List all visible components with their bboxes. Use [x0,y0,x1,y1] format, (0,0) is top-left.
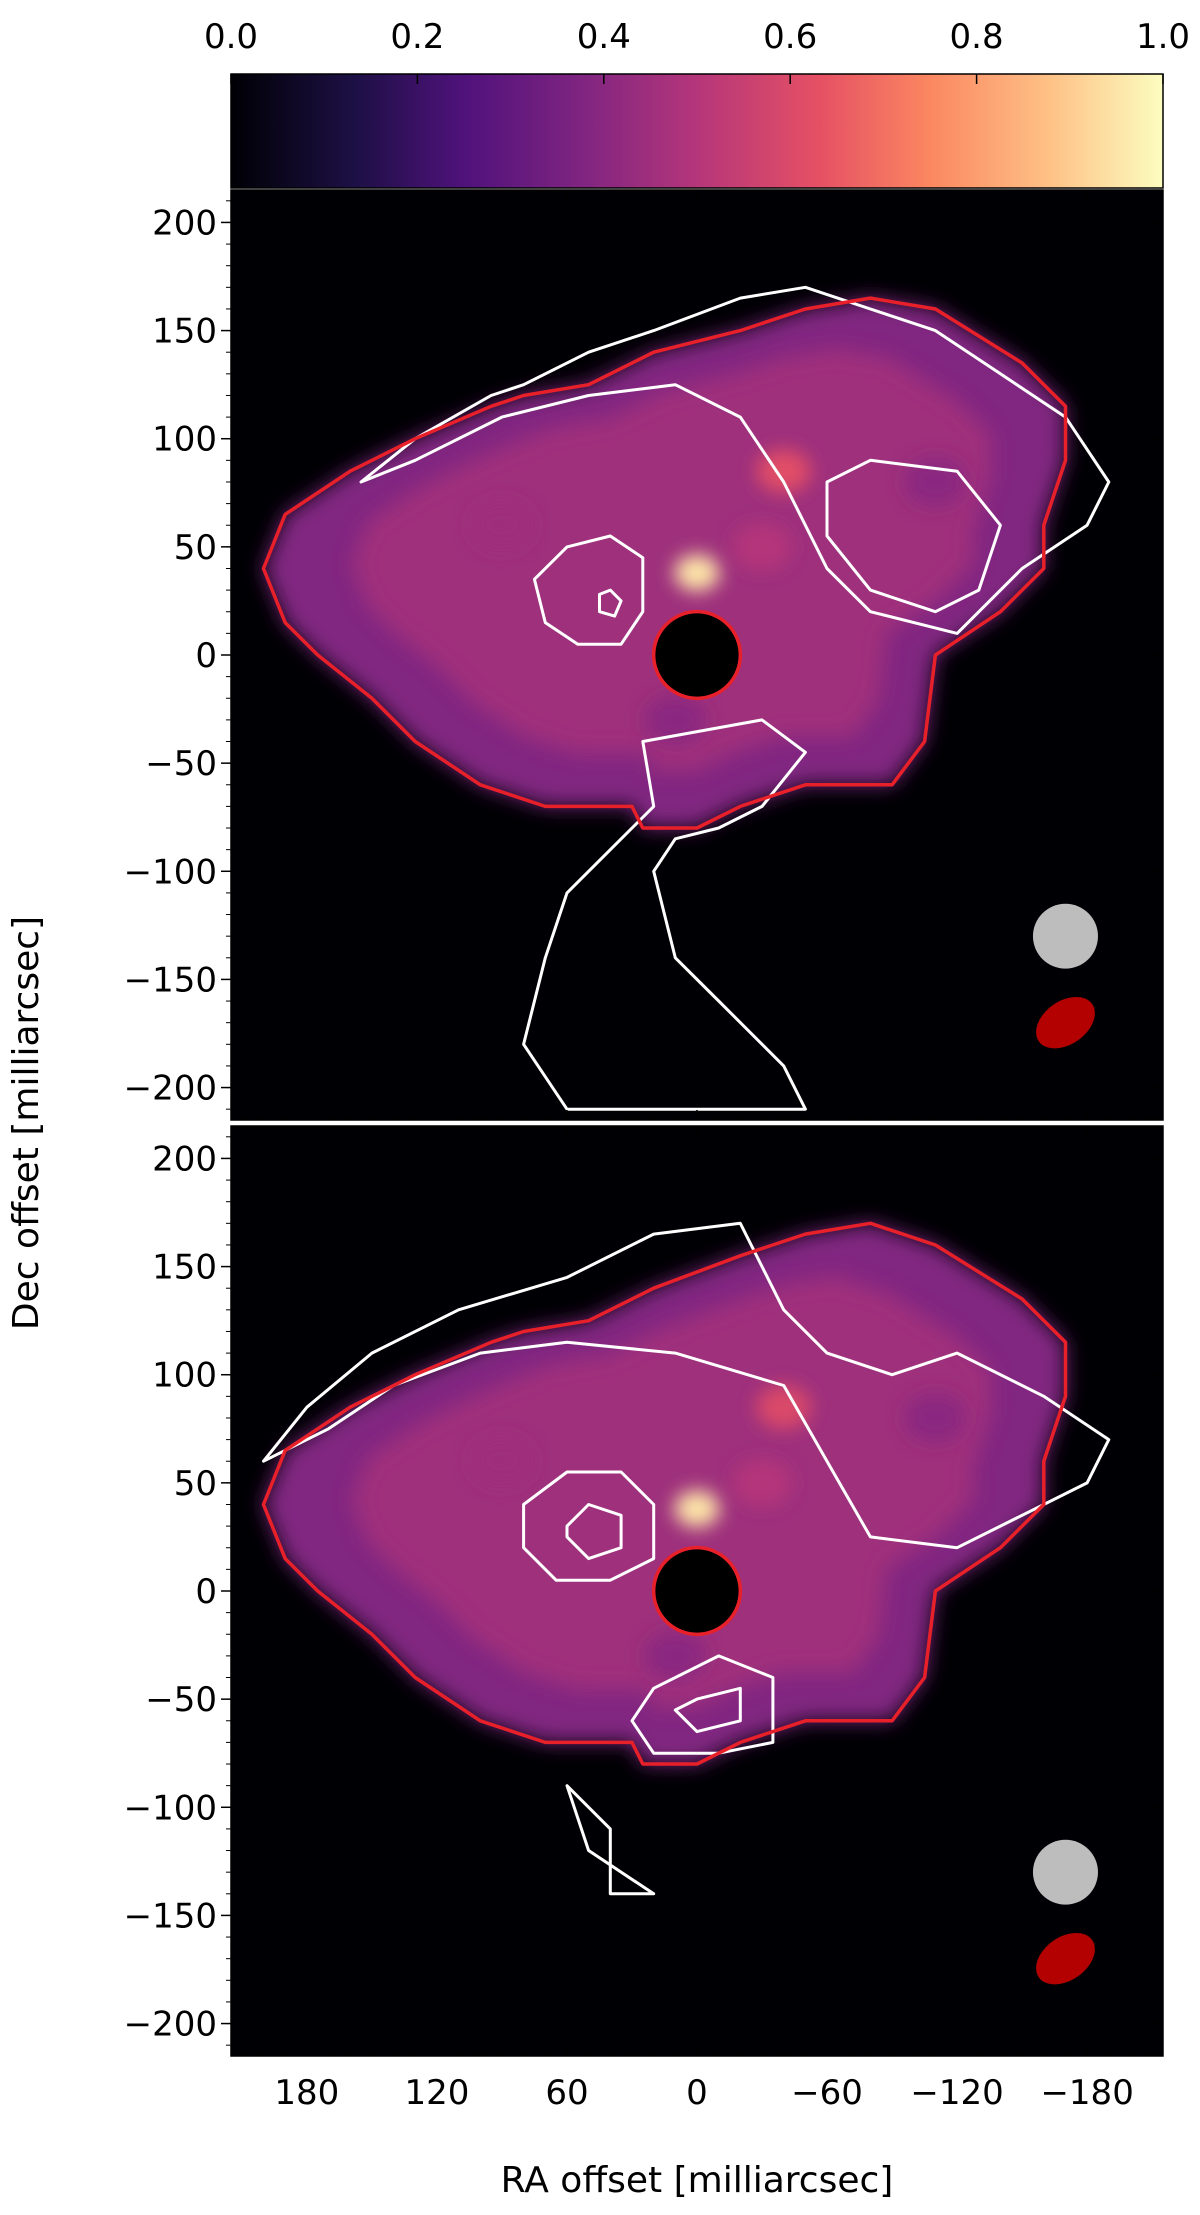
white-contour [825,458,1002,614]
x-tick-label: −60 [791,2073,863,2113]
emission-inner [350,347,992,772]
x-tick-label: 0 [686,2073,708,2113]
emission-map-top [263,298,1066,829]
red-outline-contour [261,296,1068,830]
star-mask-bottom [651,1545,743,1637]
white-contour [565,1503,623,1561]
beam-red [1036,996,1095,1049]
y-tick-label: −100 [124,852,217,892]
emission-peak [905,1393,966,1442]
outline-bottom [261,1221,1068,1766]
star-mask-top [651,609,743,701]
y-axis-title: Dec offset [milliarcsec] [6,916,47,1330]
emission-peak [674,1490,720,1528]
white-contour [262,1221,1111,1550]
y-tick-label: −100 [124,1788,217,1828]
x-tick-label: −120 [910,2073,1003,2113]
x-axis-title: RA offset [milliarcsec] [501,2160,894,2201]
beam-red [1036,1932,1095,1985]
white-contour [673,1686,742,1734]
y-tick-label: 200 [152,203,217,243]
ticks-bottom: 180 120 60 0 −60 −120 −180 200 150 100 50 0 −50 −100 −… [124,1126,1163,2113]
colorbar-tick-label: 0.2 [390,17,444,57]
emission-peak [756,1385,812,1430]
y-tick-label: 150 [152,312,217,352]
colorbar-tick-label: 0.6 [763,17,817,57]
y-tick-label: 0 [195,1572,217,1612]
emission-peak [472,501,532,549]
white-contour [565,1784,656,1896]
colorbar-tick-label: 0.0 [204,17,258,57]
contours-bottom [262,1221,1111,1896]
outline-top [261,296,1068,830]
y-tick-label: 200 [152,1139,217,1179]
central-mask [651,609,743,701]
colorbar-gradient [230,73,1164,189]
colorbar-tick-label: 0.4 [577,17,631,57]
emission-peak [733,523,792,570]
y-tick-label: −150 [124,1896,217,1936]
white-contour [598,588,623,618]
y-tick-label: 50 [174,528,217,568]
y-tick-label: 50 [174,1464,217,1504]
beams-bottom [1032,1839,1098,1985]
y-tick-label: −150 [124,960,217,1000]
colorbar-tick-label: 0.8 [950,17,1004,57]
red-outline-contour [261,1221,1068,1766]
x-tick-label: 60 [545,2073,588,2113]
y-tick-label: −200 [124,2005,217,2045]
emission-peak [472,1437,532,1485]
y-tick-label: 100 [152,1356,217,1396]
emission-peak [733,1459,792,1506]
emission-peak [644,1631,706,1680]
x-tick-label: 180 [274,2073,339,2113]
panel-bottom: 180 120 60 0 −60 −120 −180 200 150 100 50 0 −50 −100 −… [124,1125,1164,2113]
colorbar-ticks: 0.0 0.2 0.4 0.6 0.8 1.0 [204,17,1190,84]
y-tick-label: −200 [124,1069,217,1109]
y-tick-label: 100 [152,420,217,460]
panel-top: 200 150 100 50 0 −50 −100 −150 −200 [124,189,1164,1121]
colorbar-tick-label: 1.0 [1136,17,1190,57]
emission-peak [674,554,720,592]
y-tick-label: 0 [195,636,217,676]
y-tick-label: −50 [145,744,217,784]
white-contour [532,534,645,646]
white-contour [630,1654,775,1755]
y-tick-label: 150 [152,1248,217,1288]
colorbar: 0.0 0.2 0.4 0.6 0.8 1.0 [204,17,1190,189]
beam-grey [1032,1839,1098,1905]
y-tick-label: −50 [145,1680,217,1720]
white-contour [522,1470,656,1582]
ticks-top: 200 150 100 50 0 −50 −100 −150 −200 [124,190,1163,1120]
x-tick-label: 120 [404,2073,469,2113]
beams-top [1032,903,1098,1049]
beam-grey [1032,903,1098,969]
emission-inner [350,1275,992,1708]
x-tick-label: −180 [1040,2073,1133,2113]
central-mask [651,1545,743,1637]
white-contour [359,285,1111,635]
